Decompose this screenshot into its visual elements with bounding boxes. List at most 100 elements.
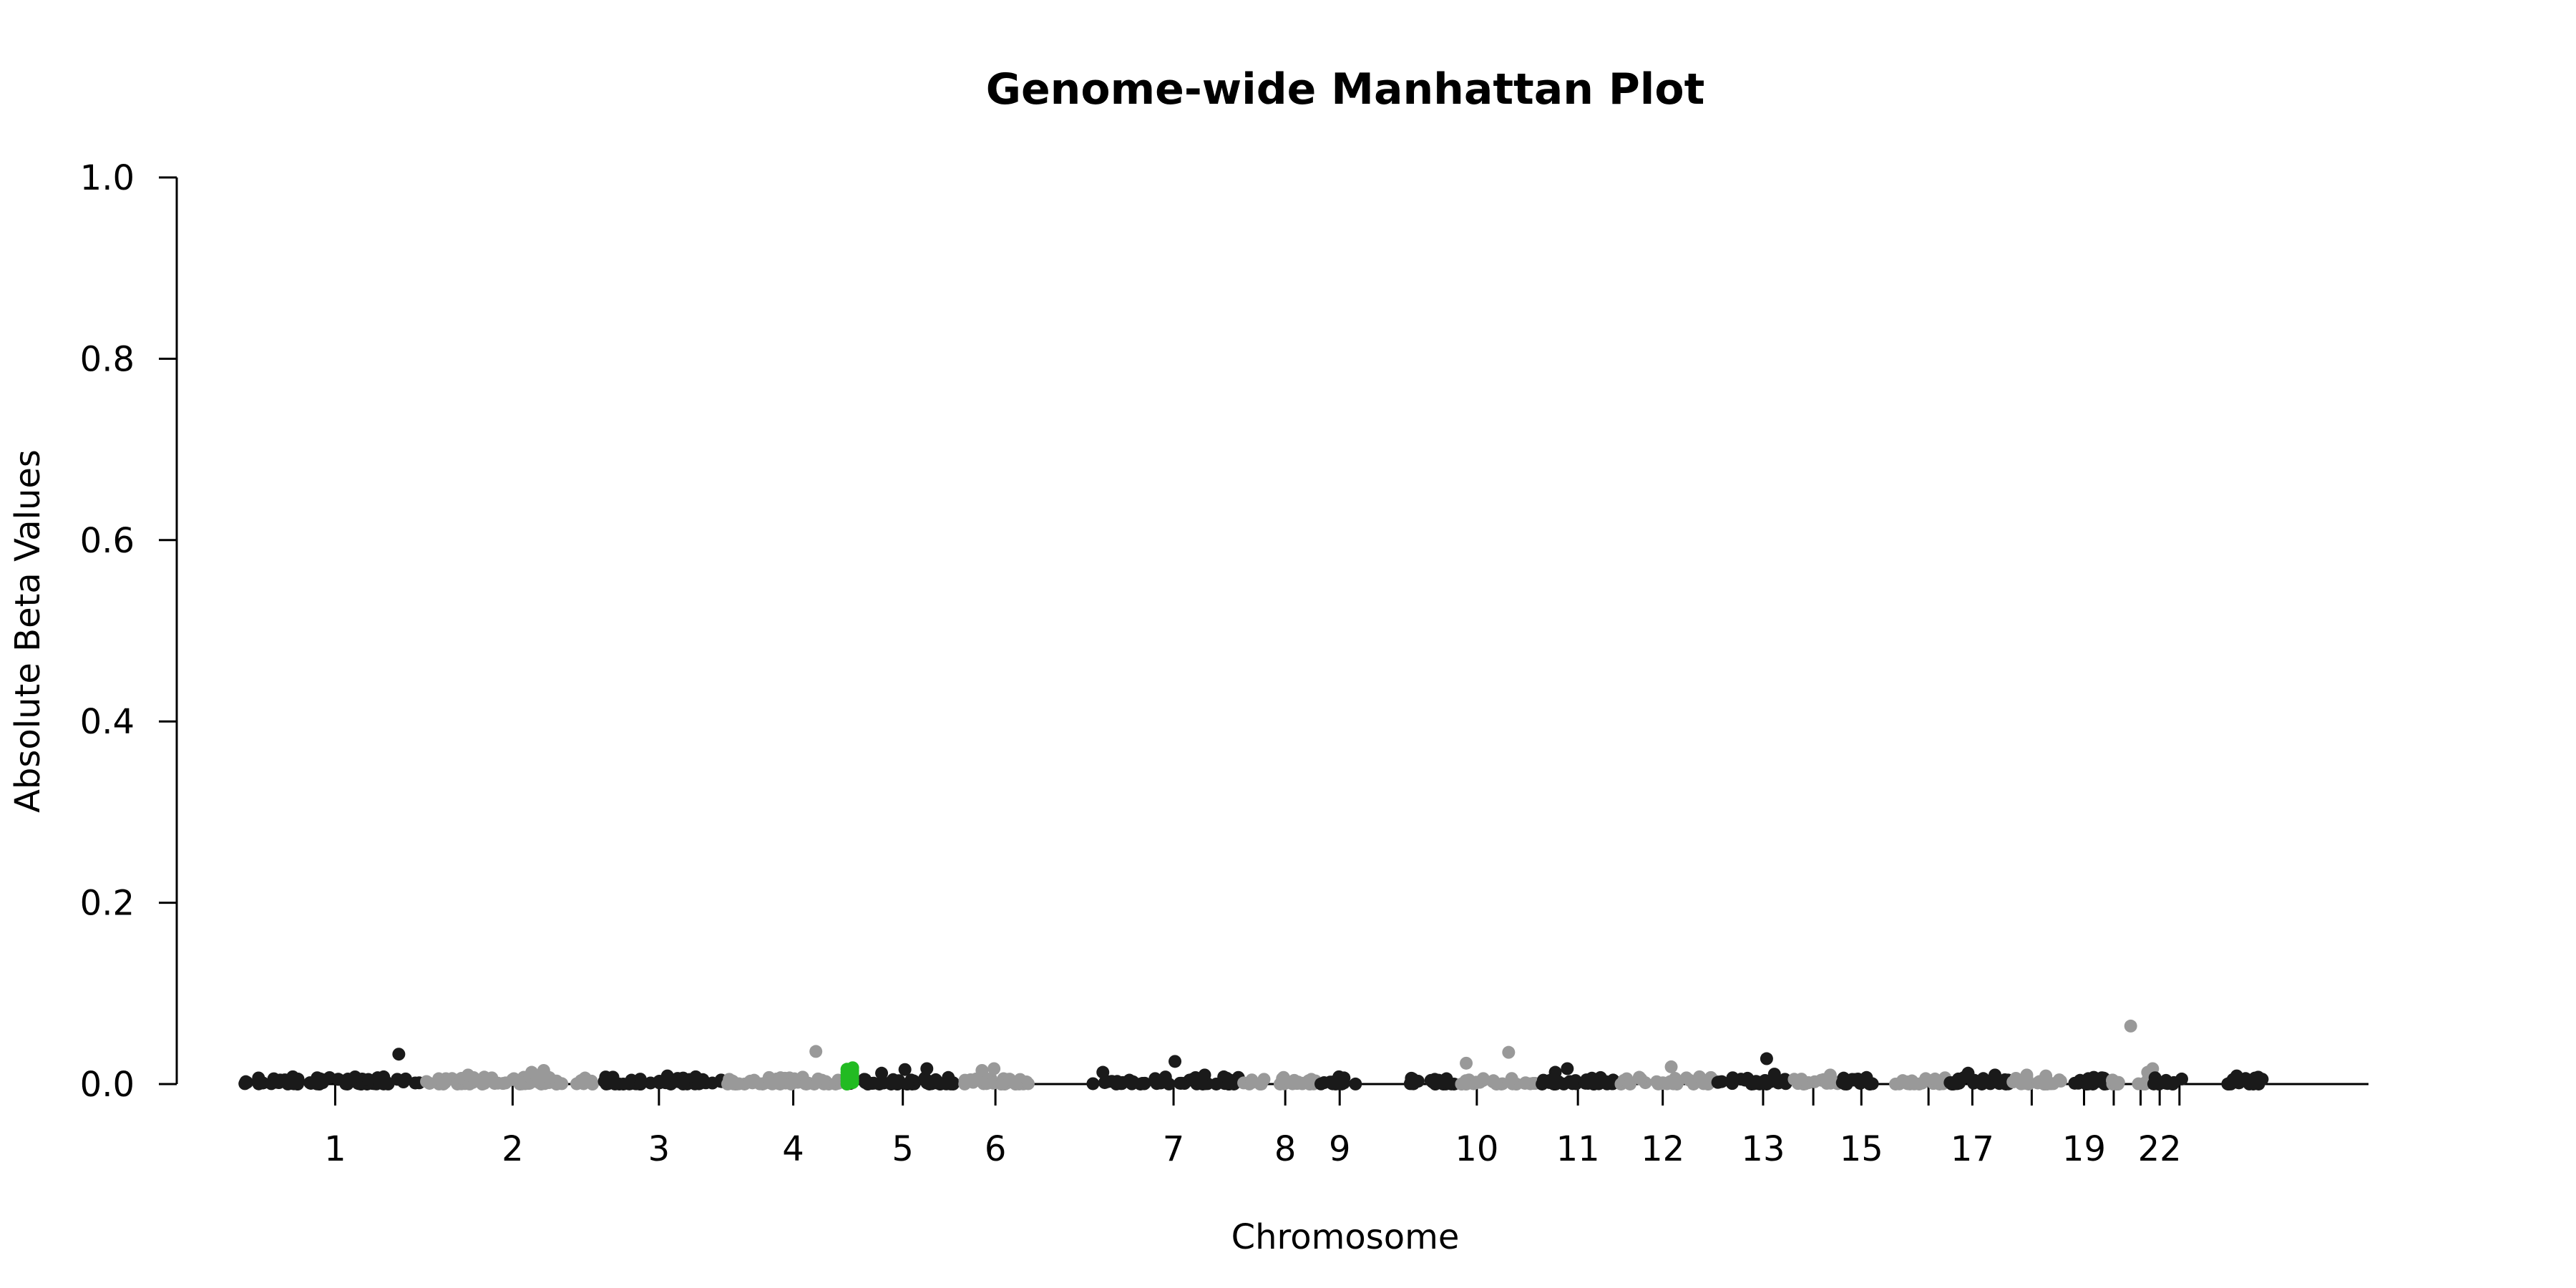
snp-peak-point	[1561, 1062, 1574, 1075]
x-tick-label: 19	[2062, 1129, 2106, 1169]
snp-peak-point	[525, 1065, 539, 1079]
snp-point	[1303, 1077, 1317, 1091]
snp-point	[727, 1077, 741, 1091]
snp-peak-point	[1332, 1070, 1346, 1083]
snp-point	[1287, 1073, 1301, 1087]
snp-point	[1150, 1077, 1163, 1091]
snp-point	[1795, 1073, 1808, 1086]
snp-point	[1624, 1077, 1637, 1091]
snp-point	[706, 1076, 719, 1090]
snp-peak-point	[1988, 1068, 2001, 1082]
snp-peak-point	[875, 1066, 889, 1080]
snp-peak-point	[2020, 1068, 2034, 1082]
x-tick-label: 17	[1951, 1129, 1994, 1169]
snp-point	[1807, 1075, 1821, 1088]
snp-point	[1222, 1077, 1236, 1091]
snp-point	[1667, 1077, 1681, 1091]
chart-title: Genome-wide Manhattan Plot	[986, 64, 1705, 114]
data-points	[238, 1019, 2269, 1091]
snp-point	[1726, 1071, 1740, 1085]
snp-point	[1209, 1077, 1223, 1091]
x-axis: 1 2 3 4 5 6 7 8 9 10 11 12 13 15 17 19 22	[324, 1084, 2182, 1169]
x-tick-label: 22	[2138, 1129, 2182, 1169]
x-tick-label: 4	[782, 1129, 804, 1169]
snp-point	[575, 1074, 588, 1088]
snp-point	[1470, 1075, 1483, 1089]
snp-point	[1009, 1077, 1023, 1091]
snp-peak-point	[1169, 1055, 1182, 1068]
y-axis: 0.0 0.2 0.4 0.6 0.8 1.0	[80, 158, 178, 1105]
snp-point	[1752, 1075, 1765, 1089]
snp-peak-point	[1919, 1072, 1933, 1085]
snp-peak-point	[689, 1070, 703, 1083]
snp-point	[1317, 1076, 1331, 1090]
snp-point	[597, 1075, 611, 1088]
snp-point	[634, 1078, 648, 1091]
snp-point	[1188, 1073, 1201, 1086]
snp-point	[1566, 1077, 1579, 1091]
snp-point	[1548, 1077, 1561, 1091]
snp-peak-point	[1767, 1068, 1781, 1081]
snp-point	[1701, 1077, 1714, 1091]
snp-point	[1505, 1072, 1518, 1085]
snp-peak-point	[286, 1070, 300, 1083]
snp-peak-point	[1548, 1065, 1562, 1079]
snp-point	[763, 1076, 777, 1090]
snp-point	[1490, 1077, 1503, 1091]
snp-peak-point	[1823, 1068, 1837, 1082]
snp-peak-point	[537, 1063, 550, 1077]
snp-point	[1257, 1073, 1271, 1086]
x-tick-label: 5	[892, 1129, 914, 1169]
x-tick-label: 2	[502, 1129, 524, 1169]
snp-peak-point	[987, 1062, 1001, 1075]
x-axis-label: Chromosome	[1231, 1217, 1460, 1257]
snp-peak-point	[1760, 1052, 1773, 1065]
snp-point	[2110, 1077, 2124, 1091]
snp-point	[944, 1077, 957, 1091]
snp-point	[586, 1077, 600, 1091]
snp-peak-point	[1848, 1073, 1862, 1086]
snp-point	[1656, 1076, 1669, 1090]
x-tick-label: 10	[1455, 1129, 1498, 1169]
snp-point	[341, 1073, 355, 1086]
x-tick-label: 1	[324, 1129, 346, 1169]
snp-point	[608, 1077, 622, 1091]
snp-point	[488, 1077, 502, 1091]
snp-peak-point	[2230, 1069, 2243, 1083]
snp-peak-point	[1693, 1070, 1707, 1083]
snp-point	[865, 1077, 879, 1091]
snp-point	[252, 1077, 265, 1091]
y-tick-label: 1.0	[80, 158, 135, 198]
snp-peak-point	[1664, 1060, 1678, 1073]
x-tick-label: 6	[985, 1129, 1007, 1169]
snp-peak-point	[660, 1069, 674, 1083]
snp-point	[1116, 1075, 1130, 1089]
snp-peak-point	[1276, 1072, 1289, 1085]
snp-peak-point	[898, 1063, 912, 1076]
snp-point	[788, 1072, 801, 1085]
y-tick-label: 0.4	[80, 702, 135, 742]
x-tick-label: 11	[1556, 1129, 1600, 1169]
snp-point	[1349, 1077, 1362, 1091]
snp-point	[1585, 1075, 1599, 1089]
snp-point	[507, 1072, 521, 1085]
snp-point	[1174, 1076, 1188, 1090]
snp-peak-point	[1460, 1056, 1473, 1070]
snp-peak-point	[975, 1063, 989, 1077]
snp-peak-point	[1096, 1065, 1110, 1079]
snp-point	[420, 1075, 434, 1088]
y-tick-label: 0.0	[80, 1065, 135, 1105]
snp-point	[1440, 1072, 1453, 1085]
snp-point	[1245, 1075, 1259, 1089]
snp-point	[396, 1075, 410, 1089]
snp-peak-point	[774, 1071, 787, 1085]
snp-point	[552, 1076, 566, 1090]
x-tick-label: 9	[1329, 1129, 1351, 1169]
snp-peak-point	[462, 1068, 475, 1082]
snp-peak-point	[809, 1045, 823, 1058]
snp-point	[1405, 1077, 1419, 1091]
snp-peak-point	[1424, 1073, 1438, 1087]
snp-point	[883, 1076, 897, 1090]
snp-point	[1863, 1077, 1877, 1091]
